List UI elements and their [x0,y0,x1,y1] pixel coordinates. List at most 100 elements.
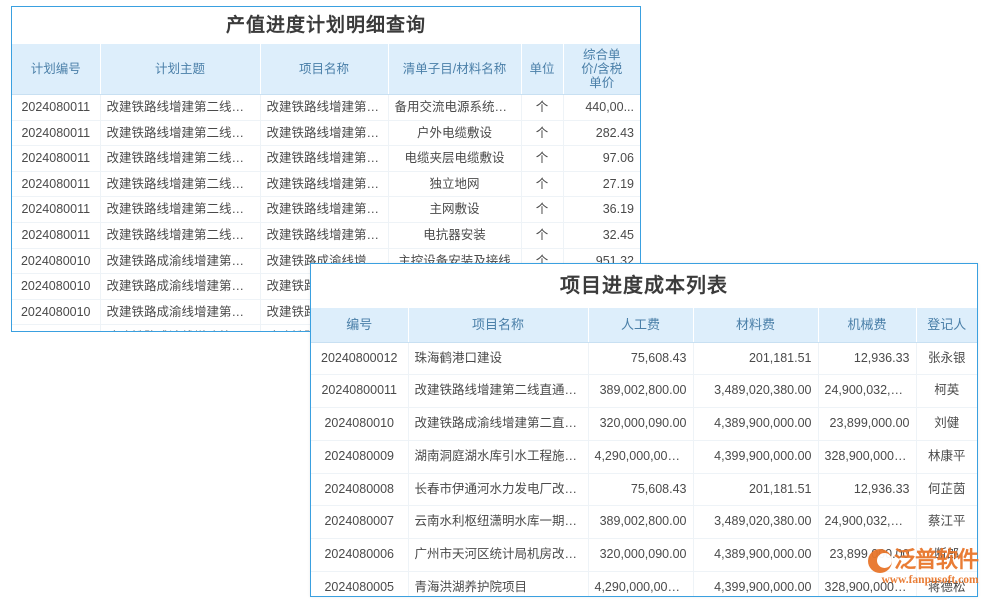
plan-cell-plan-subject[interactable]: 改建铁路成渝线增建第二直通 [100,299,261,326]
plan-cell-project-name[interactable]: 改建铁路线增建第二线直通线 [260,171,389,198]
plan-col-price-line1: 综合单 [582,48,621,62]
plan-cell-plan-subject[interactable]: 改建铁路线增建第二线直通线 [100,196,261,223]
table-row[interactable]: 2024080005 青海洪湖养护院项目 4,290,000,000.00 4,399… [311,571,977,596]
cost-cell-registrant[interactable]: 林康平 [916,440,977,474]
plan-cell-plan-no[interactable]: 2024080011 [12,94,101,121]
plan-col-plan-subject[interactable]: 计划主题 [100,44,261,95]
cost-cell-registrant[interactable]: 蔡江平 [916,505,977,540]
cost-col-no[interactable]: 编号 [311,308,409,343]
cost-col-material[interactable]: 材料费 [693,308,819,343]
plan-cell-price: 97.06 [563,145,640,172]
table-row[interactable]: 2024080006 广州市天河区统计局机房改造... 320,000,090.00… [311,538,977,573]
cost-cell-machine: 12,936.33 [818,342,917,376]
plan-col-plan-no[interactable]: 计划编号 [12,44,101,95]
table-row[interactable]: 2024080011改建铁路线增建第二线直通线改建铁路线增建第二线直通线户外电缆… [12,120,640,147]
plan-cell-plan-subject[interactable]: 改建铁路线增建第二线直通线 [100,222,261,249]
cost-col-machine[interactable]: 机械费 [818,308,917,343]
cost-cell-labor: 320,000,090.00 [588,407,694,441]
plan-cell-project-name[interactable]: 改建铁路线增建第二线直通线 [260,120,389,147]
plan-cell-project-name[interactable]: 改建铁路线增建第二线直通线 [260,145,389,172]
plan-cell-plan-subject[interactable]: 改建铁路线增建第二线直通线 [100,171,261,198]
cost-col-labor[interactable]: 人工费 [588,308,694,343]
table-row[interactable]: 2024080008 长春市伊通河水力发电厂改建... 75,608.43 201,1… [311,473,977,507]
plan-cell-plan-subject[interactable]: 改建铁路成渝线增建第二直通 [100,273,261,300]
table-row[interactable]: 20240800011 改建铁路线增建第二线直通线... 389,002,800.0… [311,374,977,409]
cost-cell-no[interactable]: 2024080010 [311,407,409,441]
plan-cell-price: 27.19 [563,171,640,198]
cost-cell-machine: 12,936.33 [818,473,917,507]
cost-cell-registrant[interactable]: 柯英 [916,374,977,409]
table-row[interactable]: 2024080011改建铁路线增建第二线直通线改建铁路线增建第二线直通线电抗器安… [12,222,640,249]
table-row[interactable]: 2024080010 改建铁路成渝线增建第二直通... 320,000,090.00… [311,407,977,441]
plan-panel-title: 产值进度计划明细查询 [12,7,640,44]
plan-col-item-name[interactable]: 清单子目/材料名称 [388,44,522,95]
plan-col-price[interactable]: 综合单 价/含税 单价 [563,44,640,95]
plan-cell-plan-no[interactable]: 2024080010 [12,273,101,300]
plan-cell-plan-subject[interactable]: 改建铁路线增建第二线直通线 [100,120,261,147]
table-row[interactable]: 2024080011改建铁路线增建第二线直通线改建铁路线增建第二线直通线电缆夹层… [12,145,640,172]
plan-cell-item-name: 电缆夹层电缆敷设 [388,145,522,172]
plan-cell-item-name: 独立地网 [388,171,522,198]
cost-cell-no[interactable]: 20240800011 [311,374,409,409]
plan-cell-plan-subject[interactable]: 改建铁路线增建第二线直通线 [100,145,261,172]
cost-cell-project[interactable]: 改建铁路成渝线增建第二直通... [408,407,589,441]
plan-cell-plan-no[interactable]: 2024080011 [12,145,101,172]
table-row[interactable]: 2024080007 云南水利枢纽潇明水库一期工... 389,002,800.00… [311,505,977,540]
plan-cell-plan-no[interactable]: 2024080010 [12,299,101,326]
cost-cell-registrant[interactable]: 张永银 [916,342,977,376]
cost-cell-project[interactable]: 广州市天河区统计局机房改造... [408,538,589,573]
plan-cell-price: 36.19 [563,196,640,223]
cost-cell-no[interactable]: 2024080008 [311,473,409,507]
plan-cell-plan-subject[interactable]: 改建铁路线增建第二线直通线 [100,94,261,121]
cost-cell-registrant[interactable]: 断郎 [916,538,977,573]
cost-cell-registrant[interactable]: 蒋德松 [916,571,977,596]
plan-cell-item-name: 备用交流电源系统设备安装 [388,94,522,121]
cost-cell-no[interactable]: 2024080006 [311,538,409,573]
cost-cell-no[interactable]: 2024080005 [311,571,409,596]
plan-cell-item-name: 电抗器安装 [388,222,522,249]
cost-cell-project[interactable]: 云南水利枢纽潇明水库一期工... [408,505,589,540]
cost-cell-project[interactable]: 改建铁路线增建第二线直通线... [408,374,589,409]
cost-cell-project[interactable]: 珠海鹤港口建设 [408,342,589,376]
cost-cell-machine: 24,900,032,80... [818,505,917,540]
cost-cell-no[interactable]: 2024080009 [311,440,409,474]
cost-cell-no[interactable]: 20240800012 [311,342,409,376]
plan-col-project-name[interactable]: 项目名称 [260,44,389,95]
plan-cell-unit: 个 [521,222,564,249]
plan-detail-panel: 产值进度计划明细查询 计划编号 计划主题 项目名称 清单子目/材料名称 单位 综… [11,6,641,332]
cost-cell-material: 3,489,020,380.00 [693,505,819,540]
table-row[interactable]: 20240800012 珠海鹤港口建设 75,608.43 201,181.51 12,… [311,342,977,376]
cost-cell-project[interactable]: 湖南洞庭湖水库引水工程施工... [408,440,589,474]
plan-cell-project-name[interactable]: 改建铁路线增建第二线直通线 [260,196,389,223]
cost-cell-material: 4,399,900,000.00 [693,440,819,474]
table-row[interactable]: 2024080009 湖南洞庭湖水库引水工程施工... 4,290,000,000.… [311,440,977,474]
cost-col-project[interactable]: 项目名称 [408,308,589,343]
cost-cell-material: 201,181.51 [693,342,819,376]
table-row[interactable]: 2024080011改建铁路线增建第二线直通线改建铁路线增建第二线直通线主网敷设… [12,196,640,223]
cost-col-registrant[interactable]: 登记人 [916,308,977,343]
cost-cell-material: 4,389,900,000.00 [693,407,819,441]
table-row[interactable]: 2024080011改建铁路线增建第二线直通线改建铁路线增建第二线直通线备用交流… [12,94,640,121]
cost-cell-no[interactable]: 2024080007 [311,505,409,540]
plan-col-unit[interactable]: 单位 [521,44,564,95]
cost-cell-registrant[interactable]: 何芷茵 [916,473,977,507]
cost-cell-registrant[interactable]: 刘健 [916,407,977,441]
plan-cell-plan-no[interactable]: 2024080010 [12,248,101,275]
plan-cell-plan-subject[interactable]: 改建铁路成渝线增建第二直通 [100,324,261,331]
plan-cell-item-name: 主网敷设 [388,196,522,223]
plan-cell-plan-no[interactable]: 2024080010 [12,324,101,331]
cost-cell-project[interactable]: 长春市伊通河水力发电厂改建... [408,473,589,507]
plan-cell-project-name[interactable]: 改建铁路线增建第二线直通线 [260,94,389,121]
plan-cell-plan-no[interactable]: 2024080011 [12,222,101,249]
plan-cell-plan-subject[interactable]: 改建铁路成渝线增建第二直通 [100,248,261,275]
plan-cell-plan-no[interactable]: 2024080011 [12,120,101,147]
plan-cell-project-name[interactable]: 改建铁路线增建第二线直通线 [260,222,389,249]
cost-cell-labor: 75,608.43 [588,342,694,376]
plan-col-price-line2: 价/含税 [581,62,623,76]
plan-cell-plan-no[interactable]: 2024080011 [12,196,101,223]
cost-cell-project[interactable]: 青海洪湖养护院项目 [408,571,589,596]
cost-cell-machine: 24,900,032,80... [818,374,917,409]
plan-cell-plan-no[interactable]: 2024080011 [12,171,101,198]
table-row[interactable]: 2024080011改建铁路线增建第二线直通线改建铁路线增建第二线直通线独立地网… [12,171,640,198]
